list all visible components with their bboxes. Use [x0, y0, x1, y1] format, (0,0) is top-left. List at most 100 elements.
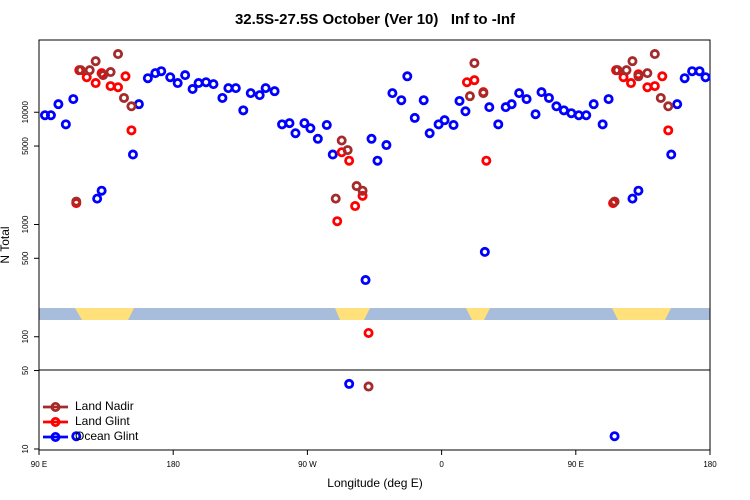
point	[217, 92, 228, 103]
point	[187, 84, 198, 95]
point	[321, 119, 332, 130]
plot-frame	[38, 39, 711, 451]
point	[609, 196, 620, 207]
chart-title: 32.5S-27.5S October (Ver 10) Inf to -Inf	[235, 11, 516, 28]
point	[506, 99, 517, 110]
point	[514, 88, 525, 99]
point	[484, 102, 495, 113]
point	[603, 94, 614, 105]
point	[172, 78, 183, 89]
point	[105, 81, 116, 92]
point	[238, 105, 249, 116]
point	[53, 99, 64, 110]
point	[332, 216, 343, 227]
point	[454, 95, 465, 106]
point	[649, 81, 660, 92]
legend-label: Land Glint	[75, 414, 130, 428]
point	[357, 185, 368, 196]
point	[75, 65, 86, 76]
point	[597, 119, 608, 130]
point	[521, 94, 532, 105]
point	[45, 110, 56, 121]
point	[113, 49, 124, 60]
point	[621, 65, 632, 76]
x-axis-label: Longitude (deg E)	[327, 476, 422, 490]
point	[649, 49, 660, 60]
point	[478, 88, 489, 99]
point	[625, 78, 636, 89]
y-axis-label: N Total	[0, 226, 12, 263]
point	[360, 275, 371, 286]
point	[679, 73, 690, 84]
point	[60, 119, 71, 130]
point	[208, 79, 219, 90]
point	[700, 72, 711, 83]
band-land	[335, 308, 370, 320]
x-tick-label: 180	[703, 460, 717, 469]
point	[642, 68, 653, 79]
point	[351, 181, 362, 192]
point	[118, 92, 129, 103]
point	[469, 75, 480, 86]
point	[230, 83, 241, 94]
point	[655, 92, 666, 103]
point	[84, 65, 95, 76]
point	[418, 95, 429, 106]
point	[344, 378, 355, 389]
legend-marker	[50, 416, 61, 427]
point	[612, 65, 623, 76]
point	[327, 149, 338, 160]
point	[156, 66, 167, 77]
point	[536, 87, 547, 98]
point	[543, 92, 554, 103]
legend-label: Ocean Glint	[75, 429, 139, 443]
x-tick-label: 90 E	[31, 460, 47, 469]
point	[663, 125, 674, 136]
point	[663, 101, 674, 112]
point	[113, 82, 124, 93]
point	[642, 82, 653, 93]
point	[127, 149, 138, 160]
point	[142, 73, 153, 84]
point	[336, 135, 347, 146]
point	[469, 58, 480, 69]
point	[96, 185, 107, 196]
point	[180, 70, 191, 81]
point	[312, 133, 323, 144]
point	[424, 128, 435, 139]
point	[372, 155, 383, 166]
point	[330, 193, 341, 204]
point	[284, 118, 295, 129]
point	[350, 201, 361, 212]
land-band	[39, 308, 710, 320]
legend-marker	[50, 431, 61, 442]
point	[464, 91, 475, 102]
y-tick-label: 500	[21, 251, 30, 265]
point	[627, 193, 638, 204]
point	[694, 66, 705, 77]
y-tick-label: 10000	[21, 101, 30, 124]
point	[105, 67, 116, 78]
point	[165, 72, 176, 83]
band	[39, 308, 710, 320]
point	[633, 185, 644, 196]
x-tick-label: 0	[439, 460, 444, 469]
point	[609, 431, 620, 442]
point	[672, 99, 683, 110]
point	[245, 88, 256, 99]
point	[493, 119, 504, 130]
point	[92, 193, 103, 204]
point	[363, 381, 374, 392]
point	[439, 115, 450, 126]
point	[530, 109, 541, 120]
point	[71, 431, 82, 442]
point	[357, 190, 368, 201]
point	[290, 128, 301, 139]
point	[90, 78, 101, 89]
point	[481, 155, 492, 166]
point	[269, 86, 280, 97]
x-tick-label: 90 E	[568, 460, 584, 469]
point	[381, 140, 392, 151]
y-tick-label: 10	[21, 444, 30, 453]
